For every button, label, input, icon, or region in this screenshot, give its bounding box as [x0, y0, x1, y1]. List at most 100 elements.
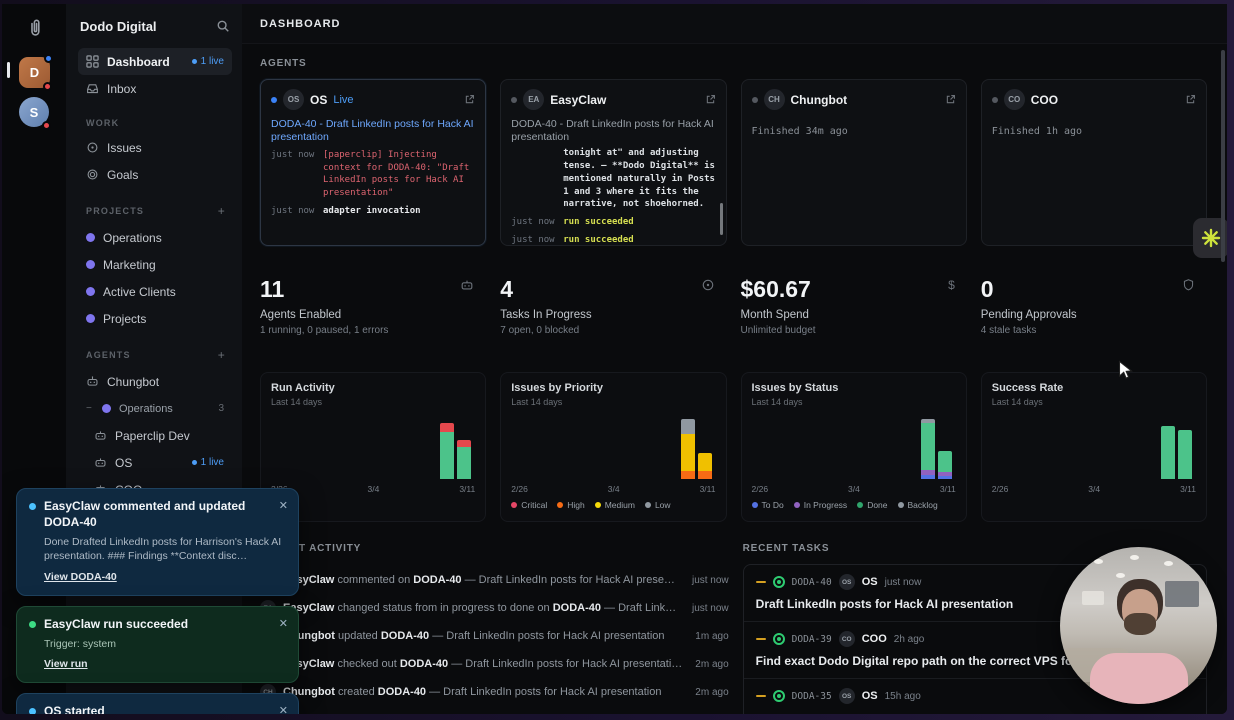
agent-card-chungbot[interactable]: CH Chungbot Finished 34m ago [740, 79, 967, 246]
agent-name: OS [310, 92, 328, 107]
toast-os-started[interactable]: OS started ✕ View agent [16, 693, 299, 714]
sidebar-item-agent-os[interactable]: OS 1 live [78, 449, 232, 476]
sidebar-item-project-operations[interactable]: Operations [78, 224, 232, 251]
external-link-icon[interactable] [945, 94, 956, 105]
workspace-avatar-s[interactable]: S [19, 97, 51, 130]
external-link-icon[interactable] [1185, 94, 1196, 105]
sidebar-item-project-projects[interactable]: Projects [78, 305, 232, 332]
scrollbar-thumb[interactable] [1221, 50, 1225, 262]
sidebar-item-agent-chungbot[interactable]: Chungbot [78, 368, 232, 395]
avatar-initial: S [29, 104, 39, 120]
close-icon[interactable]: ✕ [278, 617, 288, 630]
activity-row[interactable]: CH Chungbot updated DODA-40 — Draft Link… [260, 622, 729, 650]
sidebar-item-label: Inbox [107, 81, 137, 96]
task-row[interactable]: DODA-35 OS OS 15h ago [744, 679, 1206, 714]
toast-comment[interactable]: EasyClaw commented and updated DODA-40 ✕… [16, 488, 299, 596]
bar-segment [920, 423, 935, 470]
activity-row[interactable]: EA EasyClaw changed status from in progr… [260, 594, 729, 622]
person-shirt [1090, 653, 1188, 704]
bar-segment [1178, 430, 1192, 479]
sidebar-item-project-active-clients[interactable]: Active Clients [78, 278, 232, 305]
stat-value: 0 [980, 276, 994, 302]
activity-row[interactable]: CH Chungbot created DODA-40 — Draft Link… [260, 678, 729, 706]
legend-label: High [567, 500, 585, 510]
project-dot [86, 233, 95, 242]
bar [440, 423, 455, 479]
agent-name: EasyClaw [550, 92, 607, 107]
sidebar-item-inbox[interactable]: Inbox [78, 75, 232, 102]
workspace-title[interactable]: Dodo Digital [80, 18, 157, 34]
recent-tasks-title: RECENT TASKS [742, 543, 830, 554]
project-dot [86, 314, 95, 323]
agent-name: Chungbot [790, 92, 848, 107]
bar-segment [937, 476, 952, 479]
task-id: DODA-40 [791, 576, 832, 588]
sidebar-item-agent-paperclip-dev[interactable]: Paperclip Dev [78, 422, 232, 449]
live-badge: 1 live [191, 457, 224, 468]
card-scrollbar-thumb[interactable] [719, 203, 723, 235]
sidebar-section-work: WORK [86, 118, 120, 128]
add-project-button[interactable]: + [217, 204, 226, 218]
workspace-avatar-d[interactable]: D [19, 54, 53, 91]
bar-segment [937, 472, 952, 476]
legend-label: To Do [761, 500, 784, 510]
task-link[interactable]: DODA-40 - Draft LinkedIn posts for Hack … [271, 118, 474, 144]
status-done-icon [772, 690, 785, 702]
agent-card-os[interactable]: OS OS Live DODA-40 - Draft LinkedIn post… [260, 79, 487, 246]
stat-subtext: 4 stale tasks [980, 325, 1037, 336]
toast-title: OS started [44, 704, 105, 714]
sidebar-item-label: Projects [103, 311, 147, 326]
agent-card-coo[interactable]: CO COO Finished 1h ago [980, 79, 1207, 246]
legend-label: In Progress [803, 500, 848, 510]
bar [457, 440, 472, 479]
task-title: DODA-40 - Draft LinkedIn posts for Hack … [511, 118, 714, 144]
priority-medium-icon [755, 637, 766, 641]
sidebar-item-label: Dashboard [107, 54, 170, 69]
log-scroll-area[interactable]: to day-of by changing "Just wrapped" to … [511, 147, 715, 211]
sidebar-item-project-marketing[interactable]: Marketing [78, 251, 232, 278]
paperclip-icon[interactable] [26, 18, 44, 38]
toast-link[interactable]: View DODA-40 [44, 570, 117, 583]
log-line: just now [paperclip] Injecting context f… [271, 150, 470, 199]
task-time: 15h ago [884, 690, 921, 702]
sidebar-section-projects: PROJECTS + [86, 204, 226, 218]
task-row[interactable]: DODA-39 CO COO 2h ago Find exact Dodo Di… [743, 622, 1206, 679]
task-row[interactable]: DODA-40 OS OS just now Draft LinkedIn po… [743, 565, 1206, 622]
activity-row[interactable]: EA EasyClaw checked out DODA-40 — Draft … [260, 650, 729, 678]
live-label: Live [333, 93, 354, 106]
external-link-icon[interactable] [464, 94, 475, 105]
activity-panel: RECENT ACTIVITY EA EasyClaw commented on… [260, 543, 729, 714]
sidebar-item-dashboard[interactable]: Dashboard 1 live [78, 48, 232, 75]
toast-title: EasyClaw commented and updated DODA-40 [44, 499, 246, 529]
toast-body: Trigger: system [44, 638, 116, 651]
sidebar-item-issues[interactable]: Issues [78, 134, 232, 161]
robot-icon [94, 456, 107, 469]
external-link-icon[interactable] [705, 94, 716, 105]
toast-link[interactable]: View run [44, 658, 88, 671]
live-badge: 1 live [191, 56, 224, 67]
agent-avatar: CO [1003, 89, 1025, 110]
sidebar-item-goals[interactable]: Goals [78, 161, 232, 188]
collapse-icon[interactable]: − [86, 403, 92, 414]
bar-segment [457, 447, 472, 479]
toast-dot [29, 503, 36, 510]
legend-dot [511, 502, 518, 508]
add-agent-button[interactable]: + [217, 348, 226, 362]
agent-card-easyclaw[interactable]: EA EasyClaw DODA-40 - Draft LinkedIn pos… [500, 79, 727, 246]
stat-value: 11 [260, 276, 285, 302]
search-icon[interactable] [216, 19, 230, 33]
chart-subtitle: Last 14 days [271, 397, 323, 407]
activity-row[interactable]: EA EasyClaw commented on DODA-40 — Draft… [260, 566, 729, 594]
task-title: Draft LinkedIn posts for Hack AI present… [755, 597, 1014, 611]
person-beard [1124, 613, 1156, 635]
sidebar-group-operations[interactable]: − Operations 3 [78, 395, 232, 422]
close-icon[interactable]: ✕ [278, 705, 288, 714]
task-agent: COO [861, 633, 887, 645]
agent-status-text: Finished 1h ago [991, 126, 1083, 137]
bar-segment [680, 419, 695, 434]
toast-run-succeeded[interactable]: EasyClaw run succeeded ✕ Trigger: system… [16, 605, 299, 684]
close-icon[interactable]: ✕ [278, 500, 288, 512]
app-window: D S + Dodo Digital Dashboard 1 live Inbo… [2, 4, 1227, 714]
bar-segment [920, 419, 935, 423]
